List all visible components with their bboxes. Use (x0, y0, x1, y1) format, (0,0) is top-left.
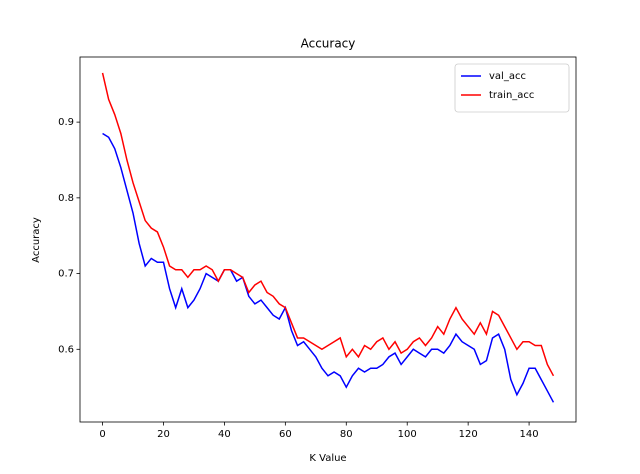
y-tick-label: 0.8 (58, 193, 74, 204)
x-tick-label: 120 (459, 429, 478, 440)
legend-box (454, 63, 570, 113)
x-tick-label: 20 (157, 429, 170, 440)
x-tick-label: 0 (99, 429, 105, 440)
line (102, 132, 555, 403)
x-tick-label: 40 (218, 429, 231, 440)
y-tick-label: 0.6 (58, 344, 74, 355)
line (101, 72, 555, 377)
x-tick-label: 140 (520, 429, 539, 440)
chart-title: Accuracy (301, 37, 356, 51)
x-axis-label: K Value (309, 453, 346, 464)
y-axis-label: Accuracy (31, 217, 42, 263)
axes-frame (79, 56, 577, 423)
legend-label: train_acc (489, 90, 534, 101)
y-tick-label: 0.7 (58, 269, 74, 280)
y-tick-label: 0.9 (58, 117, 74, 128)
x-tick-label: 60 (279, 429, 292, 440)
x-tick-label: 100 (398, 429, 417, 440)
legend-label: val_acc (489, 71, 526, 82)
x-tick-label: 80 (340, 429, 353, 440)
